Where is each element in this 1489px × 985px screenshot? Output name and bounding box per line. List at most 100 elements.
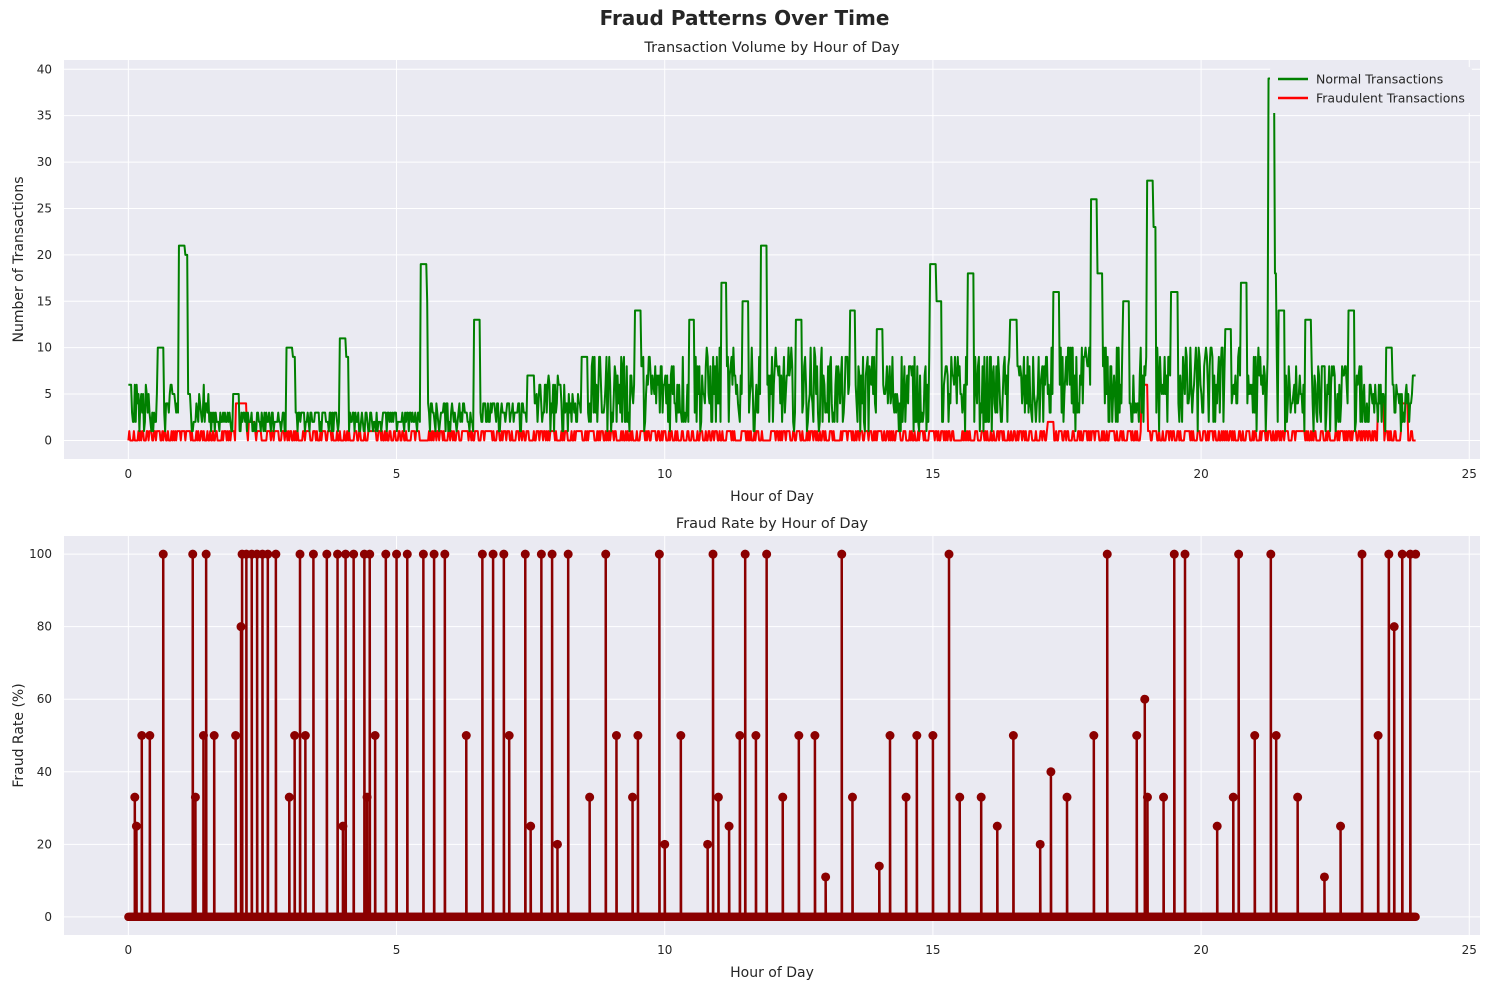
fraud-rate-point — [290, 731, 300, 740]
fraud-rate-point — [362, 792, 372, 802]
x-tick-label: 10 — [657, 943, 672, 957]
fraud-rate-point — [874, 861, 884, 871]
fraud-rate-point — [735, 731, 745, 740]
fraud-rate-point — [440, 549, 450, 559]
volume-panel: 0 5 10 15 20 25 0 5 10 15 20 25 30 35 40 Transaction V… — [11, 40, 1480, 505]
fraud-rate-point — [1411, 549, 1421, 559]
fraud-rate-point — [198, 731, 208, 740]
fraud-rate-point — [536, 549, 546, 559]
fraud-rate-point — [810, 731, 820, 740]
legend-label-fraud: Fraudulent Transactions — [1316, 91, 1465, 106]
fraud-rate-panel: 0 5 10 15 20 25 0 20 40 60 80 100 Fraud Rate by Hou… — [11, 516, 1480, 981]
x-tick-label: 25 — [1462, 467, 1477, 481]
volume-series — [127, 77, 1416, 442]
fraud-rate-point — [284, 792, 294, 802]
y-tick-label: 30 — [37, 155, 52, 169]
y-tick-label: 15 — [37, 294, 52, 308]
fraud-rate-point — [676, 731, 686, 740]
fraud-rate-point — [526, 821, 536, 831]
volume-y-axis-label: Number of Transactions — [11, 176, 27, 342]
x-tick-label: 10 — [657, 467, 672, 481]
y-tick-label: 0 — [44, 910, 52, 924]
fraud-rate-point — [585, 792, 595, 802]
fraud-rate-point — [1266, 549, 1276, 559]
fraud-rate-point — [300, 731, 310, 740]
fraud-rate-point — [137, 731, 147, 740]
fraud-rate-point — [928, 731, 938, 740]
fraud-transactions-line — [127, 383, 1416, 442]
fraud-rate-point — [633, 731, 643, 740]
fraud-rate-point — [349, 549, 359, 559]
fraud-rate-point — [158, 549, 168, 559]
fraud-rate-point — [209, 731, 219, 740]
fraud-rate-point — [418, 549, 428, 559]
volume-tick-labels: 0 5 10 15 20 25 0 5 10 15 20 25 30 35 40 — [37, 62, 1477, 481]
x-tick-label: 20 — [1193, 467, 1208, 481]
fraud-rate-tick-labels: 0 5 10 15 20 25 0 20 40 60 80 100 — [29, 547, 1477, 957]
x-tick-label: 0 — [125, 943, 133, 957]
fraud-rate-point — [976, 792, 986, 802]
fraud-rate-point — [381, 549, 391, 559]
fraud-rate-point — [365, 549, 375, 559]
fraud-rate-point — [628, 792, 638, 802]
fraud-rate-point — [271, 549, 281, 559]
fraud-rate-point — [1212, 821, 1222, 831]
fraud-rate-chart-title: Fraud Rate by Hour of Day — [676, 516, 869, 532]
fraud-rate-point — [992, 821, 1002, 831]
volume-chart-title: Transaction Volume by Hour of Day — [643, 40, 900, 56]
fraud-rate-x-axis-label: Hour of Day — [730, 965, 814, 981]
fraud-rate-point — [654, 549, 664, 559]
fraud-rate-point — [1102, 549, 1112, 559]
fraud-rate-point — [333, 549, 343, 559]
fraud-rate-point — [1234, 549, 1244, 559]
y-tick-label: 40 — [37, 765, 52, 779]
fraud-rate-point — [708, 549, 718, 559]
fraud-rate-point — [552, 839, 562, 849]
fraud-rate-point — [885, 731, 895, 740]
y-tick-label: 80 — [37, 620, 52, 634]
fraud-rate-y-axis-label: Fraud Rate (%) — [11, 683, 27, 787]
fraud-rate-point — [130, 792, 140, 802]
fraud-rate-point — [520, 549, 530, 559]
x-tick-label: 25 — [1462, 943, 1477, 957]
y-tick-label: 5 — [44, 387, 52, 401]
figure-title: Fraud Patterns Over Time — [599, 6, 890, 30]
fraud-rate-point — [547, 549, 557, 559]
fraud-rate-point — [308, 549, 318, 559]
y-tick-label: 35 — [37, 109, 52, 123]
fraud-rate-point — [190, 792, 200, 802]
fraud-rate-point — [1373, 731, 1383, 740]
fraud-rate-point — [402, 549, 412, 559]
fraud-rate-point — [901, 792, 911, 802]
x-tick-label: 0 — [125, 467, 133, 481]
fraud-rate-point — [794, 731, 804, 740]
fraud-rate-point — [429, 549, 439, 559]
fraud-rate-point — [1397, 549, 1407, 559]
x-tick-label: 15 — [925, 943, 940, 957]
fraud-rate-point — [1180, 549, 1190, 559]
fraud-rate-point — [1228, 792, 1238, 802]
fraud-rate-point — [1389, 622, 1399, 632]
volume-legend: Normal Transactions Fraudulent Transacti… — [1270, 67, 1472, 113]
fraud-rate-point — [944, 549, 954, 559]
fraud-rate-point — [188, 549, 198, 559]
y-tick-label: 40 — [37, 62, 52, 76]
fraud-rate-point — [263, 549, 273, 559]
fraud-rate-point — [392, 549, 402, 559]
fraud-rate-point — [660, 839, 670, 849]
fraud-rate-point — [1319, 872, 1329, 882]
y-tick-label: 0 — [44, 433, 52, 447]
fraud-rate-point — [145, 731, 155, 740]
fraud-rate-point — [370, 731, 380, 740]
fraud-rate-point — [236, 622, 246, 632]
x-tick-label: 20 — [1193, 943, 1208, 957]
fraud-rate-point — [504, 731, 514, 740]
fraud-rate-point — [751, 731, 761, 740]
fraud-rate-point — [1336, 821, 1346, 831]
x-tick-label: 5 — [393, 467, 401, 481]
fraud-rate-point — [477, 549, 487, 559]
fraud-rate-series — [124, 549, 1421, 922]
fraud-rate-point — [611, 731, 621, 740]
fraud-rate-point — [724, 821, 734, 831]
fraud-rate-point — [955, 792, 965, 802]
